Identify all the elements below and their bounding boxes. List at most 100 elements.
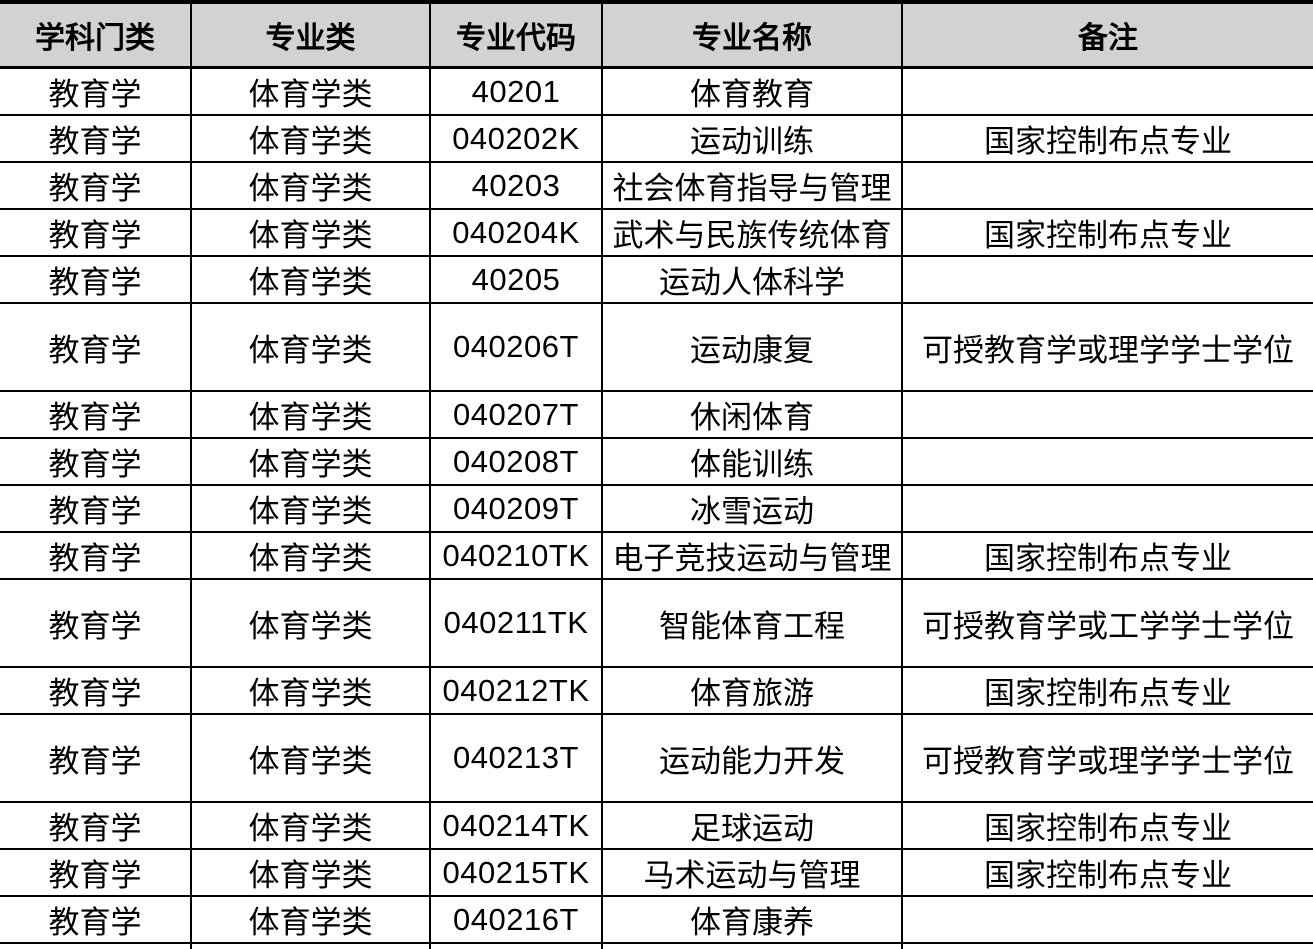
header-note: 备注 — [901, 0, 1313, 69]
cell-discipline: 教育学 — [0, 801, 192, 850]
cell-name: 体育旅游 — [601, 666, 903, 715]
cell-category: 体育学类 — [190, 302, 431, 392]
table-body: 教育学 体育学类 40201 体育教育 教育学 体育学类 040202K 运动训练 国家控制布点… — [0, 66, 1313, 949]
cell-note: 国家控制布点专业 — [901, 801, 1313, 850]
table-row: 教育学体育学类040217TK航空运动国家控制布点专业 — [0, 942, 1313, 949]
table-row: 教育学 体育学类 040210TK 电子竞技运动与管理 国家控制布点专业 — [0, 531, 1313, 580]
table-row: 教育学 体育学类 40205 运动人体科学 — [0, 255, 1313, 304]
cell-name: 运动康复 — [601, 302, 903, 392]
cell-code: 040214TK — [429, 801, 603, 850]
cell-note — [901, 390, 1313, 439]
table-row: 教育学 体育学类 040209T 冰雪运动 — [0, 484, 1313, 533]
cell-code: 040208T — [429, 437, 603, 486]
cell-code: 040210TK — [429, 531, 603, 580]
cell-discipline: 教育学 — [0, 114, 192, 163]
cell-name: 体育教育 — [601, 66, 903, 116]
header-discipline: 学科门类 — [0, 0, 192, 69]
cell-category: 体育学类 — [190, 848, 431, 897]
table-row: 教育学 体育学类 040216T 体育康养 — [0, 895, 1313, 944]
cell-discipline: 教育学 — [0, 302, 192, 392]
header-code: 专业代码 — [429, 0, 603, 69]
table-row: 教育学 体育学类 040213T 运动能力开发 可授教育学或理学学士学位 — [0, 713, 1313, 803]
cell-note — [901, 484, 1313, 533]
cell-code: 040213T — [429, 713, 603, 803]
cell-discipline: 教育学 — [0, 942, 192, 949]
table-row: 教育学 体育学类 040208T 体能训练 — [0, 437, 1313, 486]
cell-discipline: 教育学 — [0, 578, 192, 668]
table-row: 教育学 体育学类 40201 体育教育 — [0, 66, 1313, 116]
cell-discipline: 教育学 — [0, 390, 192, 439]
cell-name: 足球运动 — [601, 801, 903, 850]
table-row: 教育学 体育学类 040207T 休闲体育 — [0, 390, 1313, 439]
cell-category: 体育学类 — [190, 114, 431, 163]
cell-code: 040215TK — [429, 848, 603, 897]
cell-code: 040212TK — [429, 666, 603, 715]
cell-category: 体育学类 — [190, 942, 431, 949]
table-row: 教育学 体育学类 040212TK 体育旅游 国家控制布点专业 — [0, 666, 1313, 715]
header-name: 专业名称 — [601, 0, 903, 69]
cell-discipline: 教育学 — [0, 437, 192, 486]
cell-code: 040216T — [429, 895, 603, 944]
cell-note — [901, 895, 1313, 944]
cell-name: 社会体育指导与管理 — [601, 161, 903, 210]
header-row: 学科门类 专业类 专业代码 专业名称 备注 — [0, 0, 1313, 69]
cell-discipline: 教育学 — [0, 208, 192, 257]
cell-category: 体育学类 — [190, 484, 431, 533]
cell-code: 40205 — [429, 255, 603, 304]
table-row: 教育学 体育学类 040215TK 马术运动与管理 国家控制布点专业 — [0, 848, 1313, 897]
cell-code: 040206T — [429, 302, 603, 392]
cell-note: 可授教育学或理学学士学位 — [901, 302, 1313, 392]
cell-note: 可授教育学或工学学士学位 — [901, 578, 1313, 668]
table-row: 教育学 体育学类 040214TK 足球运动 国家控制布点专业 — [0, 801, 1313, 850]
cell-code: 040211TK — [429, 578, 603, 668]
cell-code: 040217TK — [429, 942, 603, 949]
cell-discipline: 教育学 — [0, 713, 192, 803]
table-row: 教育学 体育学类 040202K 运动训练 国家控制布点专业 — [0, 114, 1313, 163]
cell-name: 体育康养 — [601, 895, 903, 944]
table-row: 教育学 体育学类 040204K 武术与民族传统体育 国家控制布点专业 — [0, 208, 1313, 257]
table-header: 学科门类 专业类 专业代码 专业名称 备注 — [0, 0, 1313, 69]
cell-discipline: 教育学 — [0, 484, 192, 533]
cell-discipline: 教育学 — [0, 848, 192, 897]
cell-name: 运动训练 — [601, 114, 903, 163]
cell-name: 航空运动 — [601, 942, 903, 949]
cell-code: 040209T — [429, 484, 603, 533]
cell-discipline: 教育学 — [0, 66, 192, 116]
cell-discipline: 教育学 — [0, 895, 192, 944]
cell-code: 040207T — [429, 390, 603, 439]
cell-name: 休闲体育 — [601, 390, 903, 439]
cell-category: 体育学类 — [190, 531, 431, 580]
table-row: 教育学 体育学类 40203 社会体育指导与管理 — [0, 161, 1313, 210]
cell-category: 体育学类 — [190, 161, 431, 210]
cell-category: 体育学类 — [190, 895, 431, 944]
cell-note: 国家控制布点专业 — [901, 114, 1313, 163]
cell-discipline: 教育学 — [0, 161, 192, 210]
cell-name: 运动人体科学 — [601, 255, 903, 304]
cell-name: 武术与民族传统体育 — [601, 208, 903, 257]
cell-note — [901, 66, 1313, 116]
cell-name: 运动能力开发 — [601, 713, 903, 803]
cell-name: 冰雪运动 — [601, 484, 903, 533]
header-category: 专业类 — [190, 0, 431, 69]
cell-category: 体育学类 — [190, 390, 431, 439]
cell-note: 国家控制布点专业 — [901, 942, 1313, 949]
cell-category: 体育学类 — [190, 578, 431, 668]
cell-note — [901, 255, 1313, 304]
cell-note — [901, 437, 1313, 486]
cell-code: 40203 — [429, 161, 603, 210]
cell-category: 体育学类 — [190, 437, 431, 486]
cell-note: 可授教育学或理学学士学位 — [901, 713, 1313, 803]
cell-category: 体育学类 — [190, 66, 431, 116]
cell-note: 国家控制布点专业 — [901, 848, 1313, 897]
cell-name: 体能训练 — [601, 437, 903, 486]
table-row: 教育学 体育学类 040206T 运动康复 可授教育学或理学学士学位 — [0, 302, 1313, 392]
cell-name: 智能体育工程 — [601, 578, 903, 668]
cell-name: 马术运动与管理 — [601, 848, 903, 897]
cell-code: 40201 — [429, 66, 603, 116]
cell-category: 体育学类 — [190, 666, 431, 715]
cell-category: 体育学类 — [190, 713, 431, 803]
table-row: 教育学 体育学类 040211TK 智能体育工程 可授教育学或工学学士学位 — [0, 578, 1313, 668]
cell-note: 国家控制布点专业 — [901, 666, 1313, 715]
cell-code: 040204K — [429, 208, 603, 257]
